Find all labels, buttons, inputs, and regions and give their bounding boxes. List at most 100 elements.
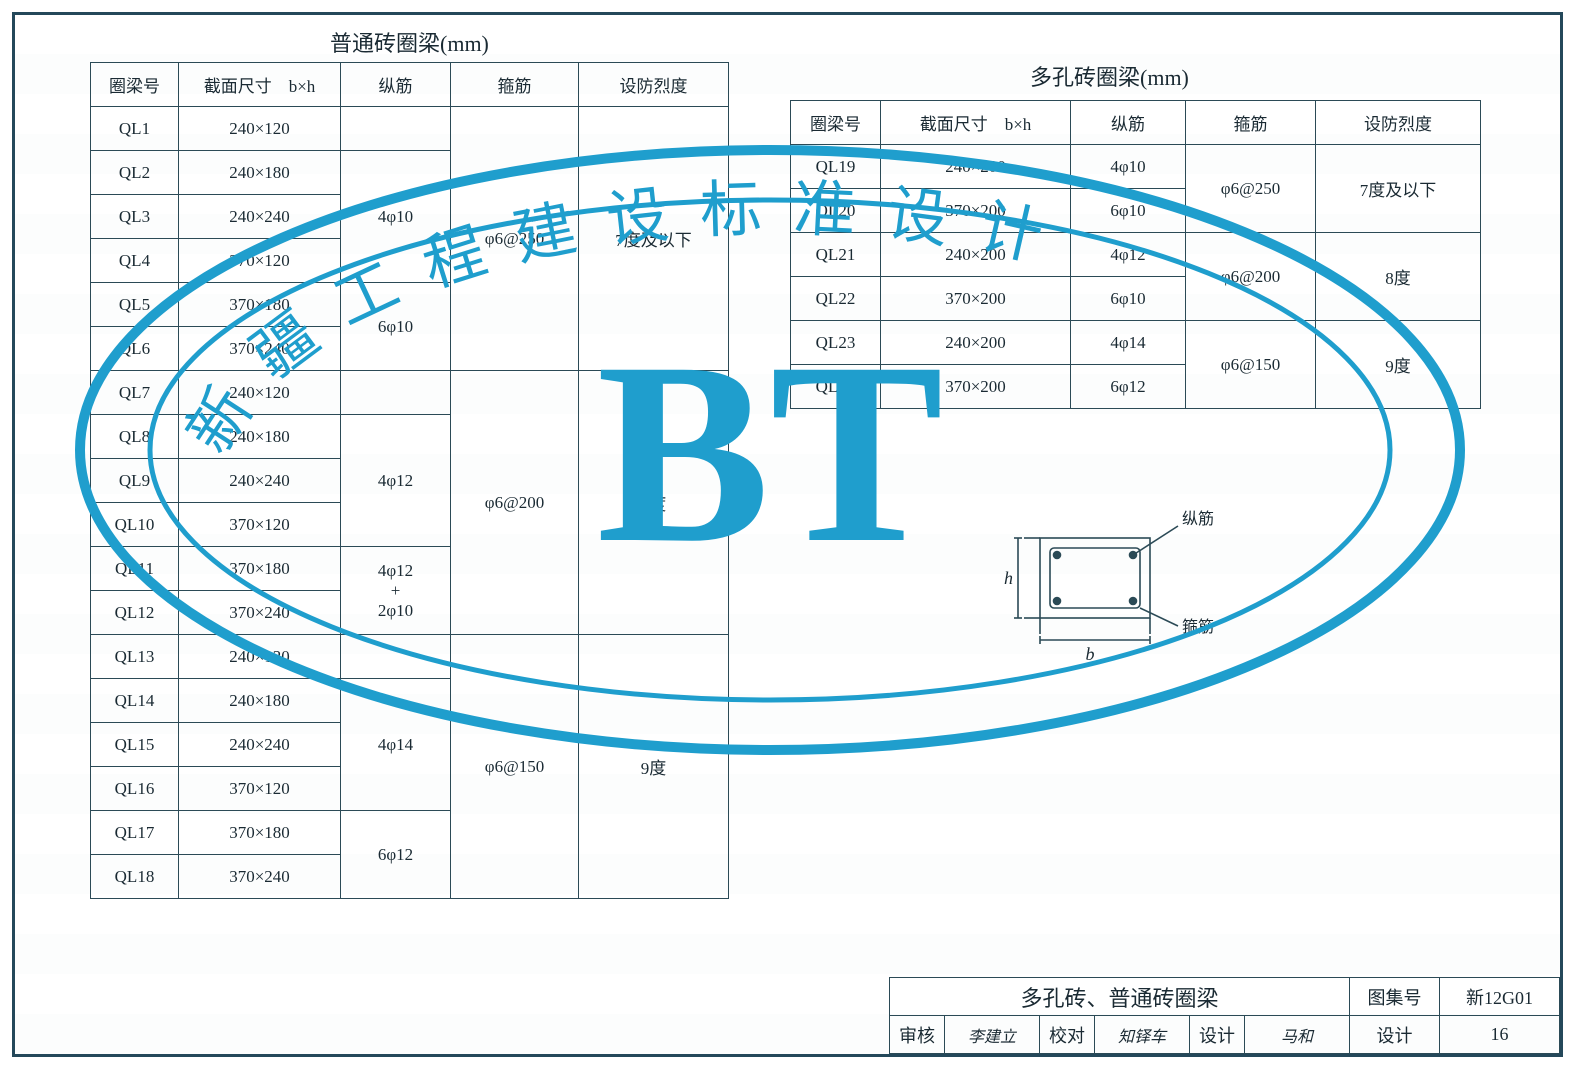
cell-section: 370×240 [179, 855, 341, 899]
cell-rebar: 4φ12 [1071, 233, 1186, 277]
table-row: QL7240×120φ6@2008度 [91, 371, 729, 415]
cell-section: 370×200 [881, 277, 1071, 321]
cell-intensity: 8度 [1316, 233, 1481, 321]
cell-hoop: φ6@150 [1186, 321, 1316, 409]
col-header: 圈梁号 [791, 101, 881, 145]
cell-id: QL17 [91, 811, 179, 855]
cell-id: QL14 [91, 679, 179, 723]
cell-section: 240×120 [179, 107, 341, 151]
cell-hoop: φ6@250 [1186, 145, 1316, 233]
cell-id: QL2 [91, 151, 179, 195]
cell-id: QL10 [91, 503, 179, 547]
design-label: 设计 [1190, 1016, 1245, 1054]
table-row: QL1240×120φ6@2507度及以下 [91, 107, 729, 151]
set-value: 新12G01 [1440, 978, 1560, 1016]
cell-id: QL4 [91, 239, 179, 283]
cell-section: 370×120 [179, 767, 341, 811]
cell-section: 370×200 [881, 189, 1071, 233]
cell-section: 240×240 [179, 459, 341, 503]
right-spec-table: 圈梁号 截面尺寸 b×h 纵筋 箍筋 设防烈度 QL19240×2004φ10φ… [790, 100, 1481, 409]
cell-id: QL11 [91, 547, 179, 591]
col-header: 箍筋 [1186, 101, 1316, 145]
cell-section: 240×200 [881, 145, 1071, 189]
cell-id: QL7 [91, 371, 179, 415]
cell-rebar [341, 635, 451, 679]
cell-section: 370×120 [179, 239, 341, 283]
cell-intensity: 9度 [1316, 321, 1481, 409]
table-row: QL13240×120φ6@1509度 [91, 635, 729, 679]
cell-section: 370×200 [881, 365, 1071, 409]
cell-id: QL24 [791, 365, 881, 409]
cell-id: QL5 [91, 283, 179, 327]
cell-id: QL3 [91, 195, 179, 239]
cell-section: 240×180 [179, 415, 341, 459]
title-block: 多孔砖、普通砖圈梁 图集号 新12G01 审核 李建立 校对 知铎车 设计 马和… [889, 977, 1560, 1054]
cell-id: QL6 [91, 327, 179, 371]
col-header: 设防烈度 [579, 63, 729, 107]
check-signature: 知铎车 [1095, 1016, 1190, 1054]
col-header: 纵筋 [1071, 101, 1186, 145]
sheet-number: 16 [1440, 1016, 1560, 1054]
diagram-label-zongjin: 纵筋 [1182, 510, 1214, 528]
cell-intensity: 9度 [579, 635, 729, 899]
design2-label: 设计 [1350, 1016, 1440, 1054]
cell-section: 370×180 [179, 547, 341, 591]
cell-rebar: 4φ12 [341, 415, 451, 547]
cell-id: QL18 [91, 855, 179, 899]
right-table-title: 多孔砖圈梁(mm) [1030, 60, 1189, 92]
cell-id: QL13 [91, 635, 179, 679]
cell-id: QL23 [791, 321, 881, 365]
cell-rebar: 6φ12 [1071, 365, 1186, 409]
cell-id: QL20 [791, 189, 881, 233]
cell-section: 240×180 [179, 679, 341, 723]
cell-section: 240×120 [179, 371, 341, 415]
cell-rebar: 4φ14 [1071, 321, 1186, 365]
review-label: 审核 [890, 1016, 945, 1054]
section-diagram: 纵筋 箍筋 h b [960, 508, 1220, 678]
table-header-row: 圈梁号 截面尺寸 b×h 纵筋 箍筋 设防烈度 [91, 63, 729, 107]
cell-id: QL16 [91, 767, 179, 811]
table-header-row: 圈梁号 截面尺寸 b×h 纵筋 箍筋 设防烈度 [791, 101, 1481, 145]
cell-id: QL19 [791, 145, 881, 189]
cell-section: 370×180 [179, 811, 341, 855]
cell-intensity: 8度 [579, 371, 729, 635]
cell-rebar: 6φ10 [1071, 277, 1186, 321]
cell-id: QL21 [791, 233, 881, 277]
cell-id: QL12 [91, 591, 179, 635]
table-row: QL23240×2004φ14φ6@1509度 [791, 321, 1481, 365]
dim-b-label: b [1086, 644, 1095, 664]
col-header: 截面尺寸 b×h [881, 101, 1071, 145]
cell-rebar: 6φ10 [341, 283, 451, 371]
cell-section: 370×240 [179, 591, 341, 635]
cell-rebar: 4φ14 [341, 679, 451, 811]
cell-id: QL1 [91, 107, 179, 151]
cell-id: QL9 [91, 459, 179, 503]
cell-id: QL15 [91, 723, 179, 767]
set-label: 图集号 [1350, 978, 1440, 1016]
cell-rebar: 4φ10 [1071, 145, 1186, 189]
cell-id: QL22 [791, 277, 881, 321]
cell-rebar: 4φ12 + 2φ10 [341, 547, 451, 635]
cell-intensity: 7度及以下 [1316, 145, 1481, 233]
table-row: QL19240×2004φ10φ6@2507度及以下 [791, 145, 1481, 189]
review-signature: 李建立 [945, 1016, 1040, 1054]
col-header: 截面尺寸 b×h [179, 63, 341, 107]
cell-hoop: φ6@200 [1186, 233, 1316, 321]
check-label: 校对 [1040, 1016, 1095, 1054]
col-header: 箍筋 [451, 63, 579, 107]
diagram-label-gujin: 箍筋 [1182, 618, 1214, 636]
dim-h-label: h [1004, 568, 1013, 588]
cell-intensity: 7度及以下 [579, 107, 729, 371]
design-signature: 马和 [1245, 1016, 1350, 1054]
col-header: 纵筋 [341, 63, 451, 107]
cell-section: 370×180 [179, 283, 341, 327]
cell-section: 240×240 [179, 723, 341, 767]
cell-rebar [341, 371, 451, 415]
cell-section: 370×240 [179, 327, 341, 371]
cell-rebar: 6φ12 [341, 811, 451, 899]
cell-rebar: 6φ10 [1071, 189, 1186, 233]
table-row: QL21240×2004φ12φ6@2008度 [791, 233, 1481, 277]
col-header: 设防烈度 [1316, 101, 1481, 145]
cell-section: 370×120 [179, 503, 341, 547]
cell-hoop: φ6@250 [451, 107, 579, 371]
